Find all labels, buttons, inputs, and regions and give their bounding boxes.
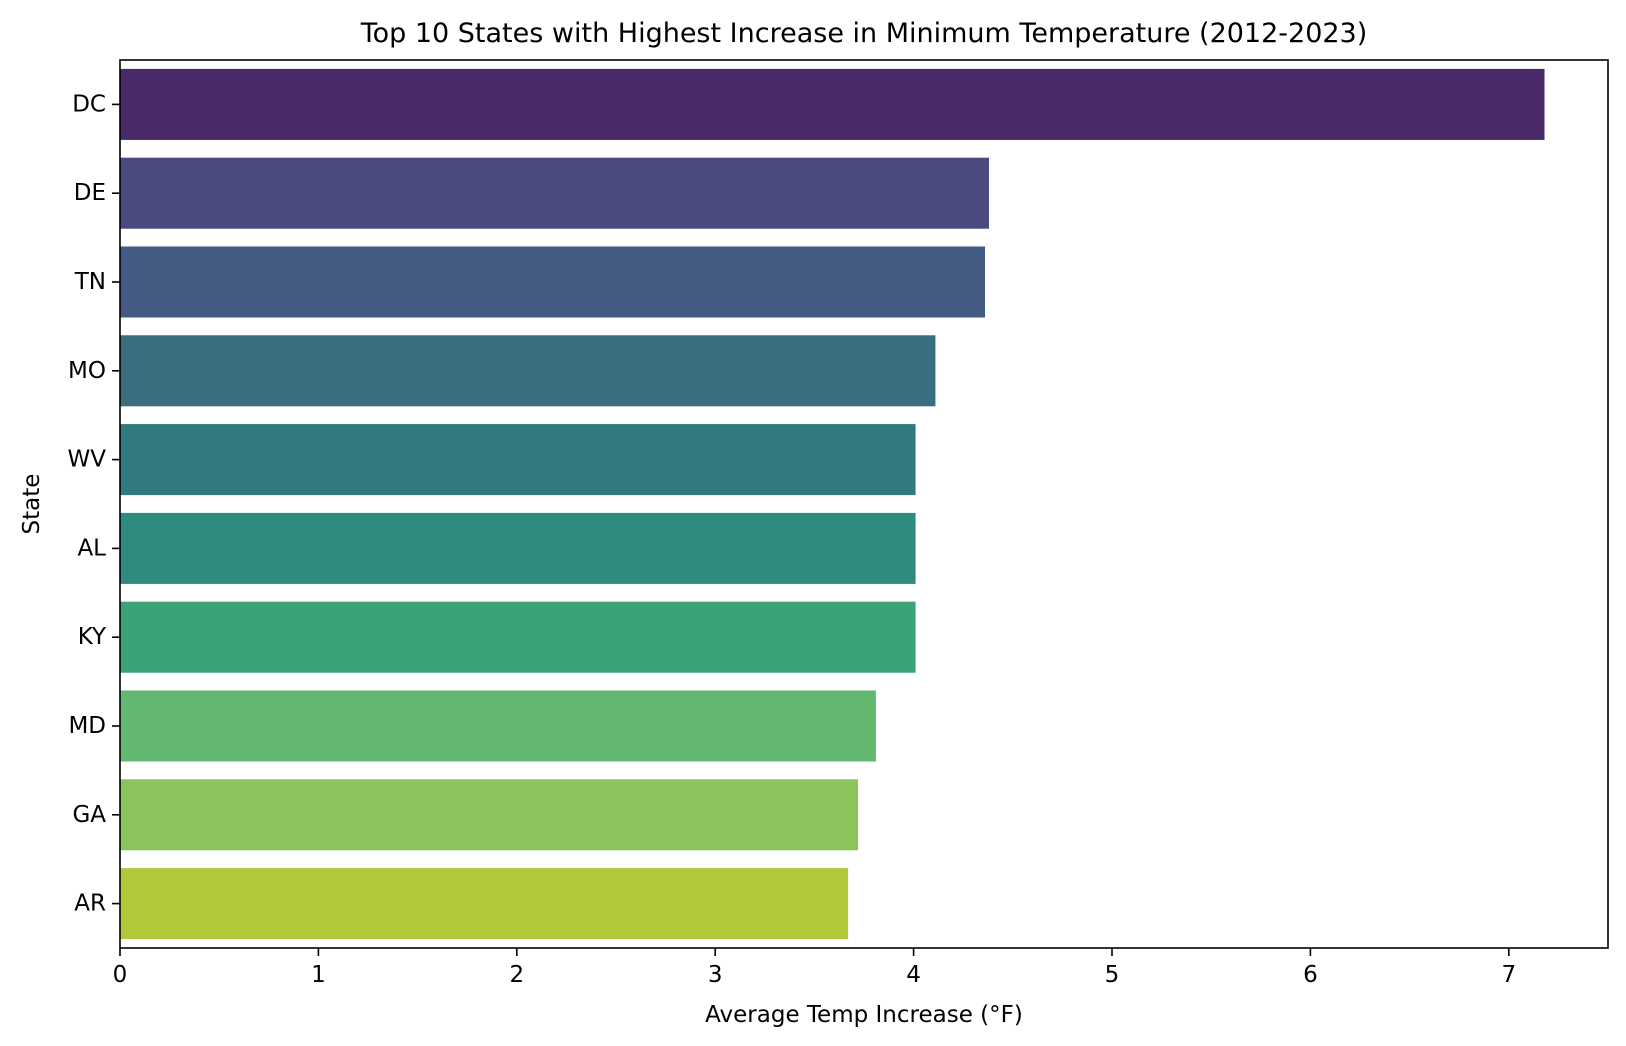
x-axis-label: Average Temp Increase (°F) bbox=[705, 1002, 1023, 1028]
y-tick-label: KY bbox=[78, 624, 107, 650]
x-tick-label: 2 bbox=[509, 962, 524, 988]
x-tick-label: 1 bbox=[311, 962, 326, 988]
bar-ky bbox=[120, 601, 916, 673]
bar-tn bbox=[120, 246, 986, 318]
plot-frame bbox=[119, 59, 1609, 949]
bar-mo bbox=[120, 335, 936, 407]
bar-wv bbox=[120, 424, 916, 496]
y-tick-label: AR bbox=[74, 891, 106, 917]
x-tick-label: 0 bbox=[113, 962, 128, 988]
x-tick-label: 3 bbox=[708, 962, 723, 988]
bar-md bbox=[120, 690, 876, 762]
chart-title: Top 10 States with Highest Increase in M… bbox=[360, 18, 1368, 49]
y-tick-label: GA bbox=[72, 802, 106, 828]
x-tick-label: 6 bbox=[1303, 962, 1318, 988]
bar-ar bbox=[120, 868, 849, 940]
y-tick-label: MO bbox=[68, 358, 106, 384]
y-tick-label: DE bbox=[74, 180, 106, 206]
y-tick-label: AL bbox=[77, 535, 106, 561]
y-tick-label: DC bbox=[72, 91, 106, 117]
y-tick-label: WV bbox=[68, 447, 107, 473]
x-axis: 0 1 2 3 4 5 6 7 bbox=[113, 948, 1516, 988]
x-tick-label: 4 bbox=[906, 962, 921, 988]
bars-layer bbox=[120, 68, 1545, 940]
bar-de bbox=[120, 157, 989, 229]
y-tick-label: TN bbox=[74, 269, 106, 295]
x-tick-label: 5 bbox=[1105, 962, 1120, 988]
y-tick-label: MD bbox=[68, 713, 106, 739]
bar-dc bbox=[120, 68, 1545, 140]
y-axis: DC DE TN MO WV AL KY MD GA AR bbox=[68, 91, 120, 917]
bar-al bbox=[120, 512, 916, 584]
bar-ga bbox=[120, 779, 859, 851]
y-axis-label: State bbox=[19, 474, 45, 535]
x-tick-label: 7 bbox=[1501, 962, 1516, 988]
